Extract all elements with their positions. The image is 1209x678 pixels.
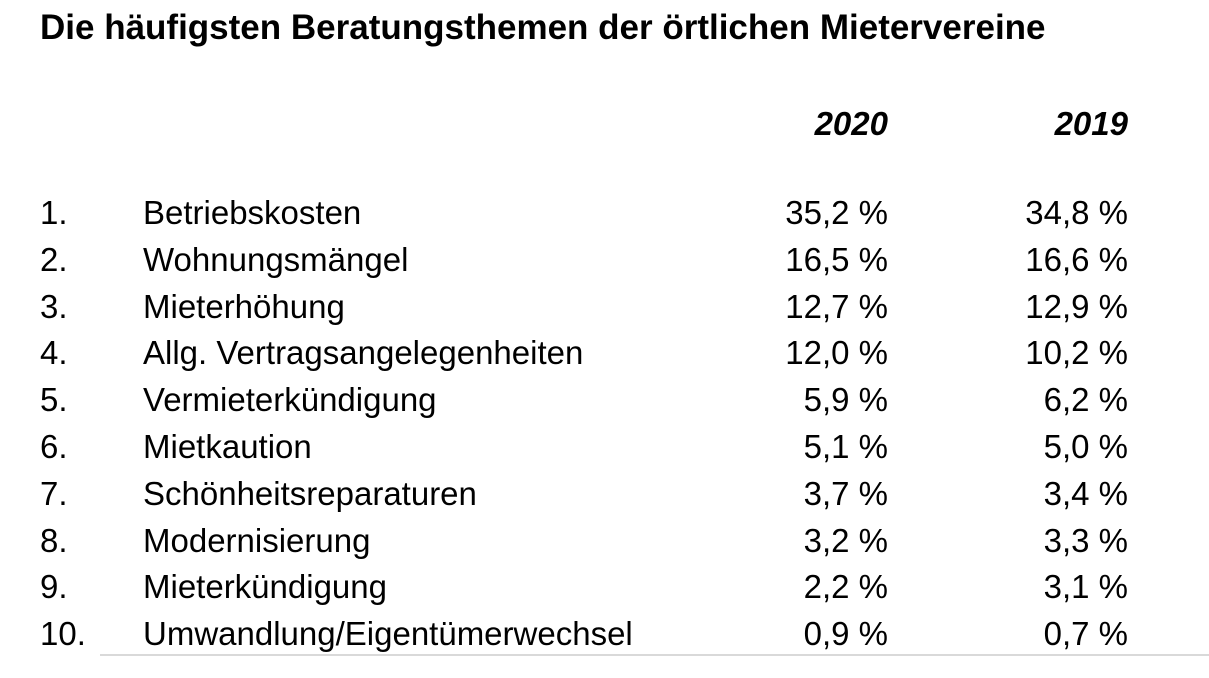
- value-2020-cell: 35,2 %: [785, 194, 888, 231]
- value-2019-cell: 3,4 %: [1043, 474, 1128, 512]
- rank-cell: 3.: [40, 287, 68, 325]
- table-row: 1. Betriebskosten 35,2 % 34,8 %: [40, 190, 1128, 237]
- topic-cell: Mietkaution: [143, 427, 312, 465]
- table-row: 5. Vermieterkündigung 5,9 % 6,2 %: [40, 377, 1128, 424]
- value-2020-cell: 12,7 %: [785, 287, 888, 325]
- rank-cell: 9.: [40, 568, 68, 606]
- topic-cell: Mieterhöhung: [143, 287, 345, 325]
- value-2019-cell: 10,2 %: [1025, 334, 1128, 372]
- value-2020-cell: 2,2 %: [803, 568, 888, 606]
- value-2020-cell: 12,0 %: [785, 334, 888, 372]
- table-row: 9. Mieterkündigung 2,2 % 3,1 %: [40, 564, 1128, 611]
- rank-cell: 7.: [40, 474, 68, 512]
- table-row: 2. Wohnungsmängel 16,5 % 16,6 %: [40, 237, 1128, 284]
- table-row: 4. Allg. Vertragsangelegenheiten 12,0 % …: [40, 330, 1128, 377]
- column-header-2019: 2019: [1054, 105, 1128, 142]
- table-row: 8. Modernisierung 3,2 % 3,3 %: [40, 518, 1128, 565]
- table-row: 6. Mietkaution 5,1 % 5,0 %: [40, 424, 1128, 471]
- topic-cell: Allg. Vertragsangelegenheiten: [143, 334, 584, 372]
- topic-cell: Mieterkündigung: [143, 568, 387, 606]
- value-2020-cell: 5,9 %: [803, 381, 888, 419]
- value-2019-cell: 16,6 %: [1025, 240, 1128, 278]
- rank-cell: 6.: [40, 427, 68, 465]
- value-2019-cell: 0,7 %: [1043, 615, 1128, 653]
- topic-cell: Umwandlung/Eigentümerwechsel: [143, 615, 633, 653]
- value-2020-cell: 5,1 %: [803, 427, 888, 465]
- value-2020-cell: 16,5 %: [785, 240, 888, 278]
- rank-cell: 1.: [40, 194, 68, 231]
- rank-cell: 4.: [40, 334, 68, 372]
- topic-cell: Schönheitsreparaturen: [143, 474, 477, 512]
- table-header-row: 2020 2019: [40, 100, 1128, 147]
- column-header-2020: 2020: [814, 105, 888, 142]
- table-row: 7. Schönheitsreparaturen 3,7 % 3,4 %: [40, 471, 1128, 518]
- topic-cell: Modernisierung: [143, 521, 371, 559]
- rank-cell: 5.: [40, 381, 68, 419]
- table-row: 3. Mieterhöhung 12,7 % 12,9 %: [40, 284, 1128, 331]
- value-2020-cell: 0,9 %: [803, 615, 888, 653]
- bottom-divider-line: [100, 654, 1209, 656]
- value-2019-cell: 3,3 %: [1043, 521, 1128, 559]
- rank-cell: 8.: [40, 521, 68, 559]
- table-body: 1. Betriebskosten 35,2 % 34,8 % 2. Wohnu…: [40, 190, 1128, 658]
- table-row: 10. Umwandlung/Eigentümerwechsel 0,9 % 0…: [40, 611, 1128, 658]
- value-2019-cell: 5,0 %: [1043, 427, 1128, 465]
- value-2019-cell: 34,8 %: [1025, 194, 1128, 231]
- topic-cell: Vermieterkündigung: [143, 381, 437, 419]
- value-2019-cell: 12,9 %: [1025, 287, 1128, 325]
- page-title: Die häufigsten Beratungsthemen der örtli…: [40, 8, 1046, 47]
- value-2019-cell: 6,2 %: [1043, 381, 1128, 419]
- value-2020-cell: 3,2 %: [803, 521, 888, 559]
- rank-cell: 10.: [40, 615, 86, 653]
- topic-cell: Betriebskosten: [143, 194, 362, 231]
- value-2019-cell: 3,1 %: [1043, 568, 1128, 606]
- value-2020-cell: 3,7 %: [803, 474, 888, 512]
- topic-cell: Wohnungsmängel: [143, 240, 409, 278]
- rank-cell: 2.: [40, 240, 68, 278]
